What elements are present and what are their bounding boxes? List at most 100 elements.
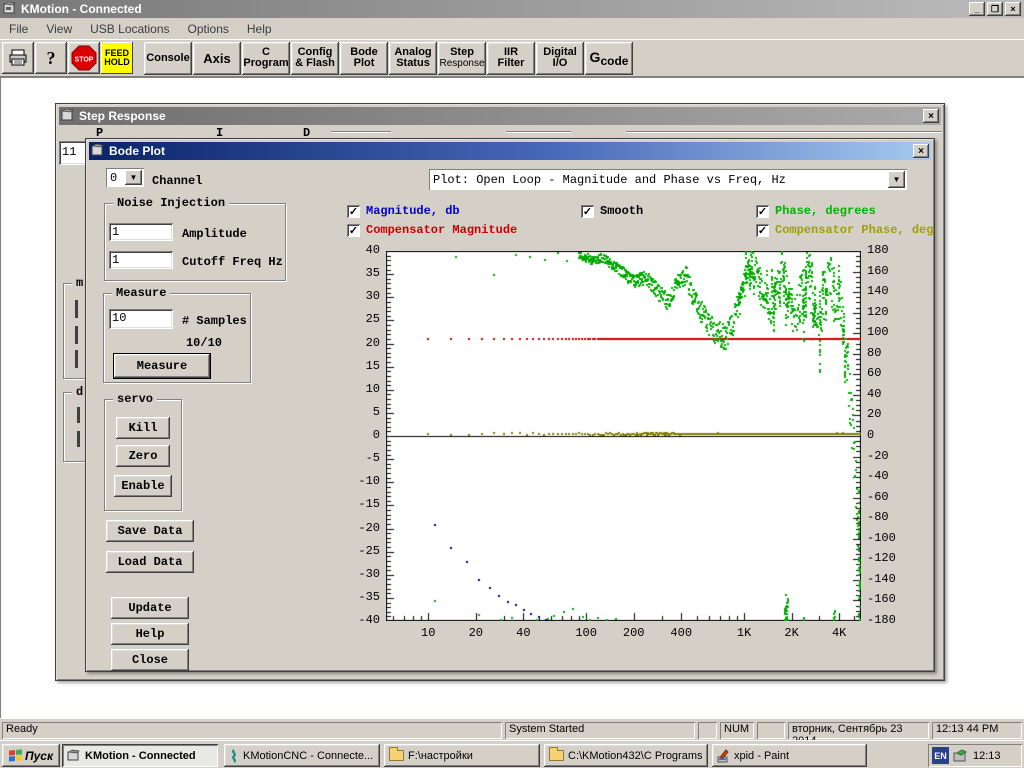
task-button-xpid-paint[interactable]: xpid - Paint (712, 744, 867, 767)
checkbox-smooth[interactable]: ✓ (581, 205, 594, 218)
toolbar-button-config-flash[interactable]: Config & Flash (291, 41, 339, 75)
menu-help[interactable]: Help (246, 21, 272, 36)
toolbar-button-label: Status (396, 57, 430, 69)
system-tray: EN 12:13 (928, 744, 1022, 767)
channel-select[interactable]: 0 ▼ (106, 168, 144, 187)
print-button[interactable] (2, 42, 34, 74)
y-left-tick-label: -35 (358, 589, 380, 604)
load-data-button[interactable]: Load Data (106, 551, 194, 573)
bode-plot-titlebar[interactable]: Bode Plot × (89, 142, 931, 160)
tray-clock[interactable]: 12:13 (973, 749, 1001, 762)
feedhold-button[interactable]: FEED HOLD (101, 42, 133, 74)
y-left-tick-label: -20 (358, 520, 380, 535)
samples-field[interactable]: 10 (109, 309, 173, 329)
y-right-tick-label: 40 (867, 386, 882, 401)
task-button-label: KMotionCNC - Connecte... (243, 749, 374, 762)
measure-button[interactable]: Measure (113, 353, 211, 379)
y-right-tick-label: 140 (867, 284, 889, 299)
toolbar-button-step-response[interactable]: Step Response (438, 41, 486, 75)
y-right-tick-label: 20 (867, 407, 882, 422)
step-response-close-button[interactable]: × (923, 109, 939, 123)
update-button[interactable]: Update (111, 597, 189, 619)
amplitude-field[interactable]: 1 (109, 223, 173, 241)
folder-icon (389, 747, 404, 761)
help-button-dialog[interactable]: Help (111, 623, 189, 645)
stop-button[interactable]: STOP (68, 42, 100, 74)
amplitude-label: Amplitude (182, 227, 247, 241)
menubar: File View USB Locations Options Help (0, 18, 1024, 39)
print-icon (9, 49, 27, 66)
toolbar-button-axis[interactable]: Axis (193, 41, 241, 75)
kmotion-icon (67, 749, 80, 761)
checkbox-label-magnitude-db: Magnitude, db (366, 204, 460, 218)
y-right-tick-label: 80 (867, 345, 882, 360)
y-right-tick-label: -100 (867, 530, 896, 545)
feedhold-icon: FEED HOLD (104, 48, 130, 67)
close-button-dialog[interactable]: Close (111, 649, 189, 671)
checkbox-label-compensator-magnitude: Compensator Magnitude (366, 223, 518, 237)
x-tick-label: 1K (736, 626, 752, 640)
toolbar-button-bode-plot[interactable]: Bode Plot (340, 41, 388, 75)
y-left-tick-label: -15 (358, 497, 380, 512)
menu-view[interactable]: View (46, 21, 73, 36)
chevron-down-icon[interactable]: ▼ (888, 171, 905, 188)
toolbar-button-g-code[interactable]: Gcode (585, 41, 633, 75)
checkbox-compensator-magnitude[interactable]: ✓ (347, 224, 360, 237)
toolbar-button-iir-filter[interactable]: IIR Filter (487, 41, 535, 75)
pid-d-label: D (303, 126, 311, 140)
task-button-kmotion-connected[interactable]: KMotion - Connected (62, 744, 218, 767)
toolbar-button-analog-status[interactable]: Analog Status (389, 41, 437, 75)
task-button-kmotioncnc-connecte[interactable]: KMotionCNC - Connecte... (224, 744, 380, 767)
bode-plot-close-button[interactable]: × (913, 144, 929, 158)
enable-button[interactable]: Enable (114, 475, 172, 497)
language-indicator[interactable]: EN (932, 747, 949, 764)
tray-device-icon[interactable] (953, 748, 969, 763)
kill-button[interactable]: Kill (116, 417, 170, 439)
menu-file[interactable]: File (9, 21, 29, 36)
checkbox-compensator-phase-deg[interactable]: ✓ (756, 224, 769, 237)
channel-value: 0 (110, 170, 118, 185)
stop-icon: STOP (71, 45, 97, 71)
toolbar-button-label: Step (450, 46, 474, 58)
checkbox-label-compensator-phase-deg: Compensator Phase, deg (775, 223, 934, 237)
restore-button[interactable]: ❐ (987, 2, 1003, 16)
y-left-tick-label: -25 (358, 543, 380, 558)
fragment-line (331, 131, 391, 133)
fragment-bar (75, 326, 78, 344)
servo-group: servo (104, 392, 182, 511)
close-button[interactable]: × (1005, 2, 1021, 16)
start-button[interactable]: Пуск (2, 744, 60, 767)
toolbar-button-label: Filter (497, 57, 525, 69)
toolbar-button-console[interactable]: Console (144, 41, 192, 75)
checkbox-phase-degrees[interactable]: ✓ (756, 205, 769, 218)
main-titlebar[interactable]: KMotion - Connected _ ❐ × (0, 0, 1024, 18)
checkbox-magnitude-db[interactable]: ✓ (347, 205, 360, 218)
y-left-tick-label: 10 (365, 381, 380, 396)
checkbox-label-phase-degrees: Phase, degrees (775, 204, 876, 218)
task-button-c-kmotion432-c-programs[interactable]: C:\KMotion432\C Programs (544, 744, 708, 767)
toolbar-button-digital-i-o[interactable]: Digital I/O (536, 41, 584, 75)
status-system: System Started (505, 722, 695, 739)
task-button-f[interactable]: F:\настройки (384, 744, 540, 767)
toolbar-button-label: Console (146, 51, 190, 64)
windows-logo-icon (8, 749, 22, 762)
menu-options[interactable]: Options (187, 21, 229, 36)
x-tick-label: 20 (468, 626, 483, 640)
plot-type-select[interactable]: Plot: Open Loop - Magnitude and Phase vs… (429, 169, 907, 190)
toolbar-button-c-program[interactable]: C Program (242, 41, 290, 75)
help-button[interactable]: ? (35, 42, 67, 74)
zero-button[interactable]: Zero (116, 445, 170, 467)
menu-usb-locations[interactable]: USB Locations (90, 21, 170, 36)
statusbar: Ready System Started NUM вторник, Сентяб… (0, 718, 1024, 747)
toolbar-button-label: Analog (394, 46, 432, 58)
y-right-tick-label: -160 (867, 592, 896, 607)
y-right-tick-label: -140 (867, 571, 896, 586)
y-right-tick-label: 120 (867, 304, 889, 319)
channel-label: Channel (152, 174, 203, 188)
minimize-button[interactable]: _ (969, 2, 985, 16)
cutoff-freq-field[interactable]: 1 (109, 251, 173, 269)
chevron-down-icon[interactable]: ▼ (125, 170, 142, 185)
status-spacer (698, 722, 717, 739)
step-response-titlebar[interactable]: Step Response × (59, 107, 941, 125)
save-data-button[interactable]: Save Data (106, 520, 194, 542)
